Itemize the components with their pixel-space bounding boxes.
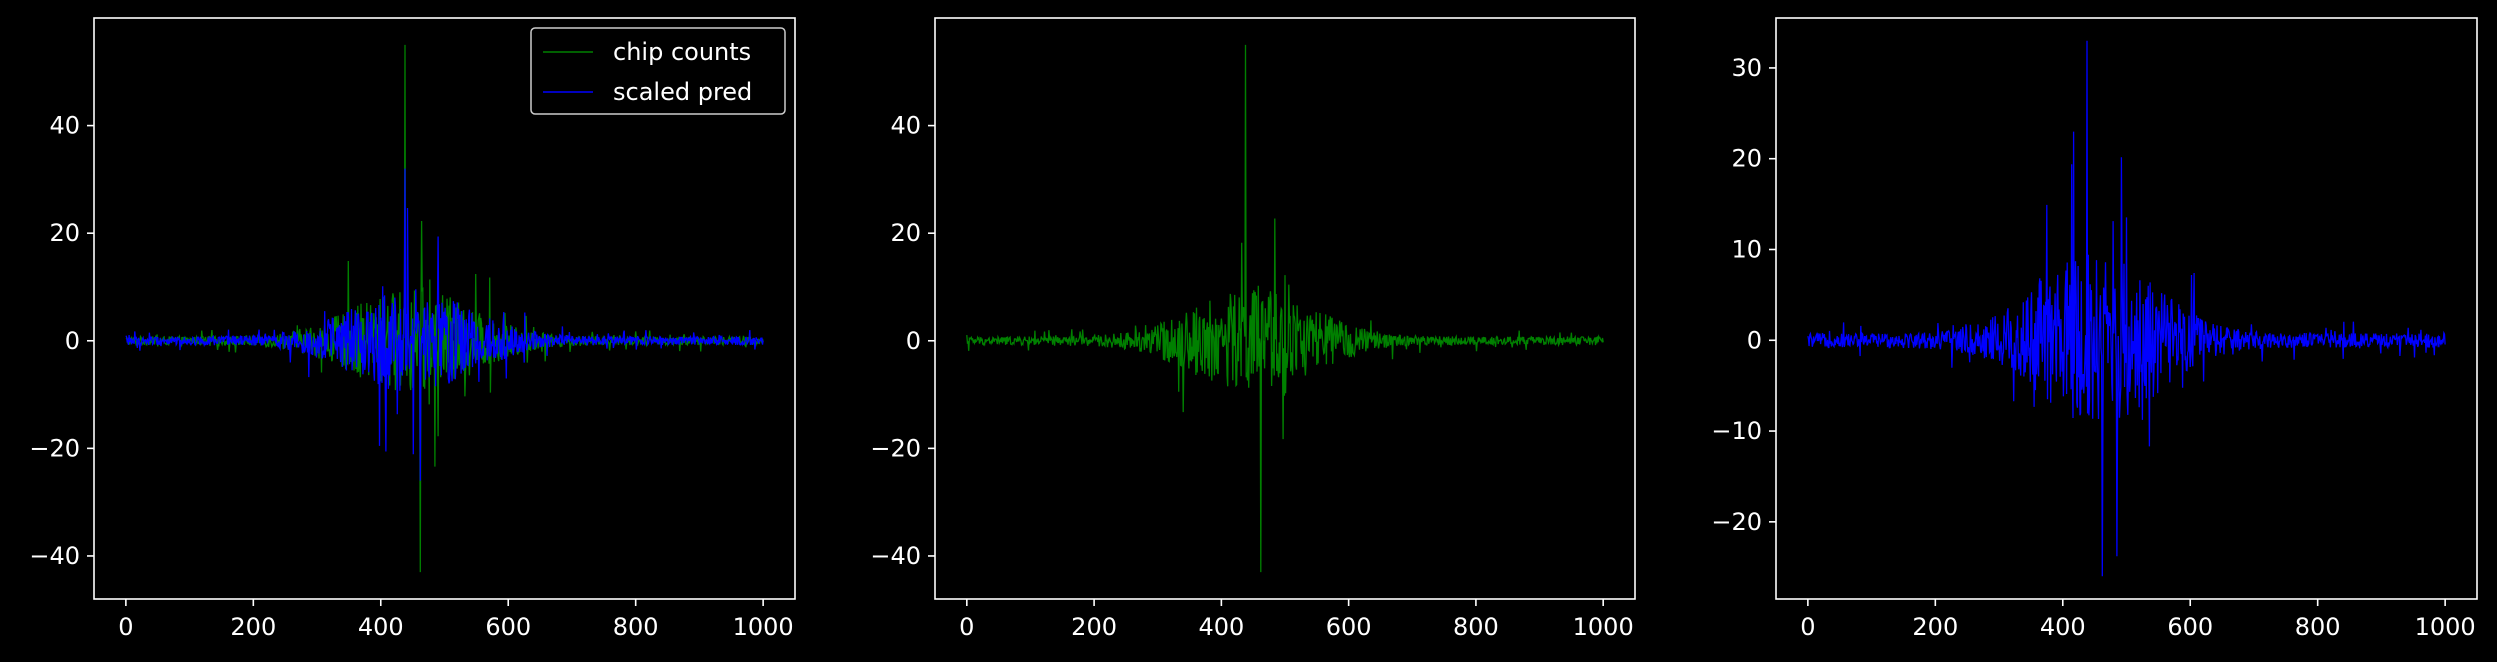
legend: chip counts scaled pred <box>530 27 786 115</box>
x-tick-label: 600 <box>485 613 531 641</box>
axes-frame <box>934 17 1636 600</box>
y-tick-label: 0 <box>65 327 80 355</box>
y-tick-label: 30 <box>1731 54 1762 82</box>
x-tick-label: 400 <box>2040 613 2086 641</box>
x-tick-label: 800 <box>1453 613 1499 641</box>
x-tick-label: 600 <box>1326 613 1372 641</box>
x-tick-label: 1000 <box>1573 613 1634 641</box>
y-tick-label: 40 <box>49 112 80 140</box>
chart-panel-3: 0 200 400 600 800 1000 −20 −10 0 10 20 30 <box>1711 17 2478 641</box>
x-tick-label: 800 <box>613 613 659 641</box>
y-tick-label: −40 <box>29 542 80 570</box>
legend-label: chip counts <box>613 38 751 66</box>
x-tick-label: 200 <box>1912 613 1958 641</box>
y-tick-label: 0 <box>1747 326 1762 354</box>
x-tick-label: 1000 <box>2415 613 2476 641</box>
y-tick-label: 0 <box>906 327 921 355</box>
y-tick-label: 40 <box>890 112 921 140</box>
x-tick-label: 200 <box>230 613 276 641</box>
y-tick-label: −20 <box>870 434 921 462</box>
x-tick-label: 0 <box>118 613 133 641</box>
series-line-blue <box>1807 40 2446 577</box>
legend-box <box>530 27 786 115</box>
x-tick-label: 600 <box>2167 613 2213 641</box>
series-line-green <box>966 44 1604 573</box>
x-tick-label: 400 <box>358 613 404 641</box>
series-line-blue <box>125 168 764 481</box>
chart-panel-2: 0 200 400 600 800 1000 −40 −20 0 20 40 <box>870 17 1636 641</box>
x-tick-label: 1000 <box>733 613 794 641</box>
y-tick-label: 20 <box>1731 145 1762 173</box>
x-tick-label: 800 <box>2295 613 2341 641</box>
y-tick-label: −20 <box>29 434 80 462</box>
chart-panel-1: 0 200 400 600 800 1000 −40 −20 0 20 40 chip counts s… <box>29 17 796 641</box>
y-tick-label: 20 <box>49 219 80 247</box>
y-tick-label: 20 <box>890 219 921 247</box>
x-tick-label: 0 <box>1800 613 1815 641</box>
x-tick-label: 0 <box>959 613 974 641</box>
y-tick-label: 10 <box>1731 235 1762 263</box>
legend-label: scaled pred <box>613 78 752 106</box>
y-tick-label: −10 <box>1711 417 1762 445</box>
x-tick-label: 400 <box>1198 613 1244 641</box>
y-tick-label: −20 <box>1711 508 1762 536</box>
x-tick-label: 200 <box>1071 613 1117 641</box>
axes-frame <box>1775 17 2478 600</box>
y-tick-label: −40 <box>870 542 921 570</box>
axes-frame <box>93 17 796 600</box>
